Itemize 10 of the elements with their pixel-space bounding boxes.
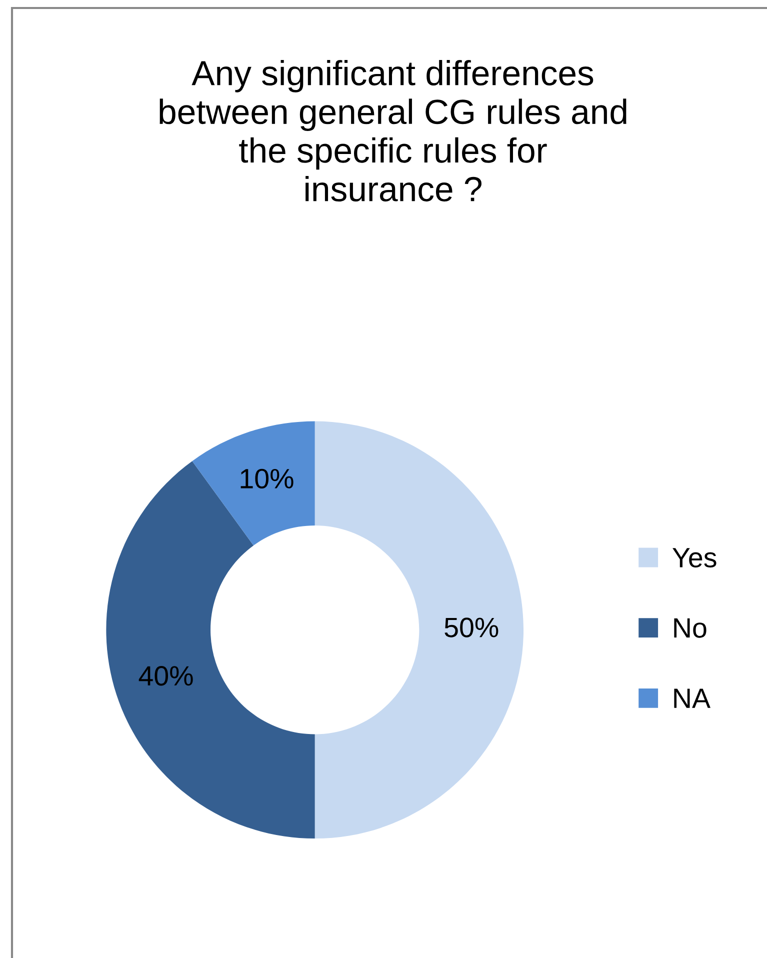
donut-slice bbox=[192, 421, 315, 546]
legend-label: Yes bbox=[672, 548, 716, 568]
chart-title: Any significant differences between general CG rules and the specific rules for insurance ? bbox=[160, 60, 626, 202]
legend-label: NA bbox=[674, 688, 710, 708]
donut-slice bbox=[106, 461, 315, 839]
donut-slice bbox=[314, 421, 524, 839]
data-label: 50% bbox=[444, 618, 498, 638]
legend-label: No bbox=[674, 618, 706, 638]
data-label: 40% bbox=[138, 666, 193, 686]
data-label: 10% bbox=[240, 468, 294, 488]
